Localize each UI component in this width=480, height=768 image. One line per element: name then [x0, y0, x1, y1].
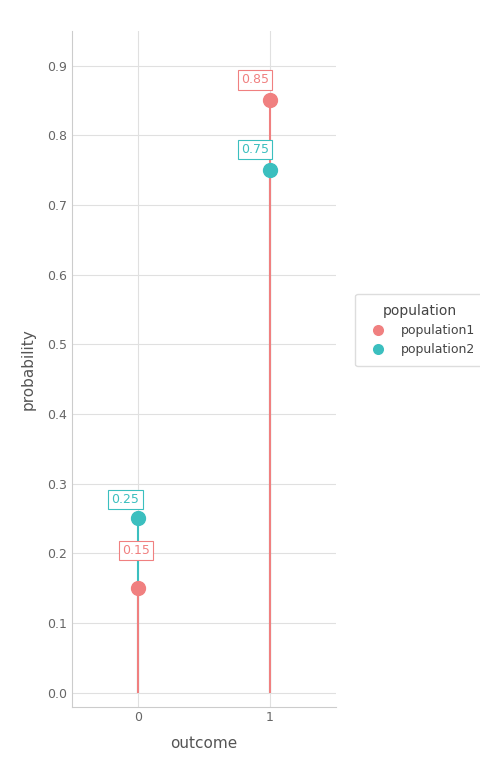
Text: 0.15: 0.15: [122, 544, 150, 557]
Text: 0.85: 0.85: [241, 74, 269, 87]
Legend: population1, population2: population1, population2: [356, 294, 480, 366]
population2: [135, 514, 141, 523]
population1: [135, 584, 141, 593]
Line: population1: population1: [131, 94, 277, 595]
population2: [267, 165, 273, 174]
Text: 0.25: 0.25: [111, 493, 140, 506]
population1: [267, 96, 273, 105]
Line: population2: population2: [131, 163, 277, 525]
X-axis label: outcome: outcome: [170, 736, 238, 750]
Y-axis label: probability: probability: [21, 328, 36, 409]
Text: 0.75: 0.75: [241, 143, 269, 156]
